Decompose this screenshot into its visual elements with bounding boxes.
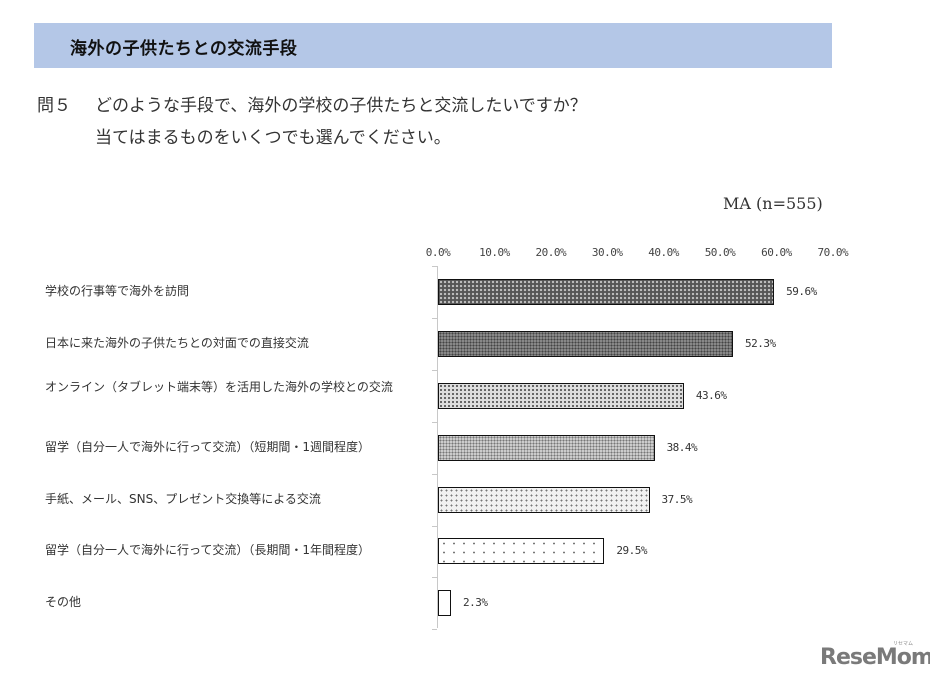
question-line-1: どのような手段で、海外の学校の子供たちと交流したいですか？ (95, 96, 587, 116)
axis-tick-mark (432, 370, 437, 371)
category-label: 学校の行事等で海外を訪問 (45, 284, 190, 298)
x-tick-label: 30.0% (591, 246, 623, 259)
sample-size-note: MA (n=555) (723, 194, 823, 213)
resemom-logo: ReseMom (820, 645, 930, 670)
value-label: 52.3% (744, 337, 776, 350)
x-tick-label: 40.0% (648, 246, 679, 259)
value-label: 37.5% (661, 493, 693, 506)
x-tick-label: 0.0% (425, 246, 451, 259)
axis-tick-mark (432, 318, 437, 319)
bar (438, 435, 655, 461)
bar (438, 279, 775, 305)
category-label: 留学（自分一人で海外に行って交流）（長期間・1年間程度） (45, 543, 371, 557)
axis-tick-mark (432, 526, 437, 527)
resemom-logo-sub: リセマム (893, 641, 914, 647)
x-tick-label: 10.0% (479, 246, 510, 259)
value-label: 38.4% (666, 441, 698, 454)
value-label: 29.5% (616, 544, 647, 557)
x-tick-label: 70.0% (817, 246, 849, 259)
category-label: その他 (45, 595, 82, 609)
value-label: 59.6% (786, 285, 817, 298)
bar (438, 538, 605, 564)
x-tick-label: 50.0% (704, 246, 736, 259)
question-line-2: 当てはまるものをいくつでも選んでください。 (95, 128, 451, 148)
question-number: 問５ (37, 96, 71, 116)
x-tick-label: 60.0% (761, 246, 792, 259)
bar (438, 487, 650, 513)
bar (438, 590, 451, 616)
value-label: 2.3% (462, 596, 488, 609)
category-axis-line (437, 266, 438, 628)
value-label: 43.6% (695, 389, 727, 402)
axis-tick-mark (432, 629, 437, 630)
x-tick-label: 20.0% (535, 246, 567, 259)
section-banner: 海外の子供たちとの交流手段 (34, 23, 832, 68)
bar (438, 331, 733, 357)
category-label: 留学（自分一人で海外に行って交流）（短期間・1週間程度） (45, 440, 371, 454)
section-title: 海外の子供たちとの交流手段 (70, 39, 298, 59)
category-label: 手紙、メール、SNS、プレゼント交換等による交流 (45, 492, 321, 506)
category-label: オンライン（タブレット端末等）を活用した海外の学校との交流 (45, 380, 393, 394)
axis-tick-mark (432, 577, 437, 578)
axis-tick-mark (432, 266, 437, 267)
axis-tick-mark (432, 474, 437, 475)
axis-tick-mark (432, 422, 437, 423)
bar (438, 383, 684, 409)
category-label: 日本に来た海外の子供たちとの対面での直接交流 (45, 336, 309, 350)
